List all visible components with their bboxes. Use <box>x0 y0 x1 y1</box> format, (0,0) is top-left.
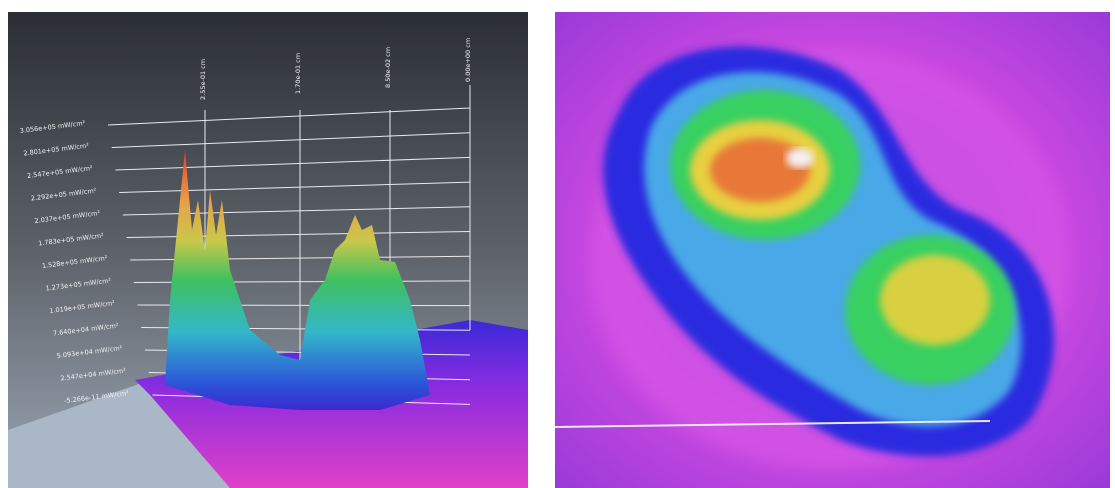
distance-label: 1.70e-01 cm <box>294 53 302 94</box>
right-panel <box>555 12 1110 488</box>
heatmap-orange <box>710 138 810 202</box>
distance-label: 2.55e-01 cm <box>199 59 207 100</box>
screen-photos: 3.056e+05 mW/cm²2.801e+05 mW/cm²2.547e+0… <box>0 0 1115 488</box>
heatmap-peak <box>786 148 814 168</box>
distance-label: 0.00e+00 cm <box>464 38 472 82</box>
heatmap-yellow-2 <box>880 255 990 345</box>
distance-label: 8.50e-02 cm <box>384 47 392 88</box>
